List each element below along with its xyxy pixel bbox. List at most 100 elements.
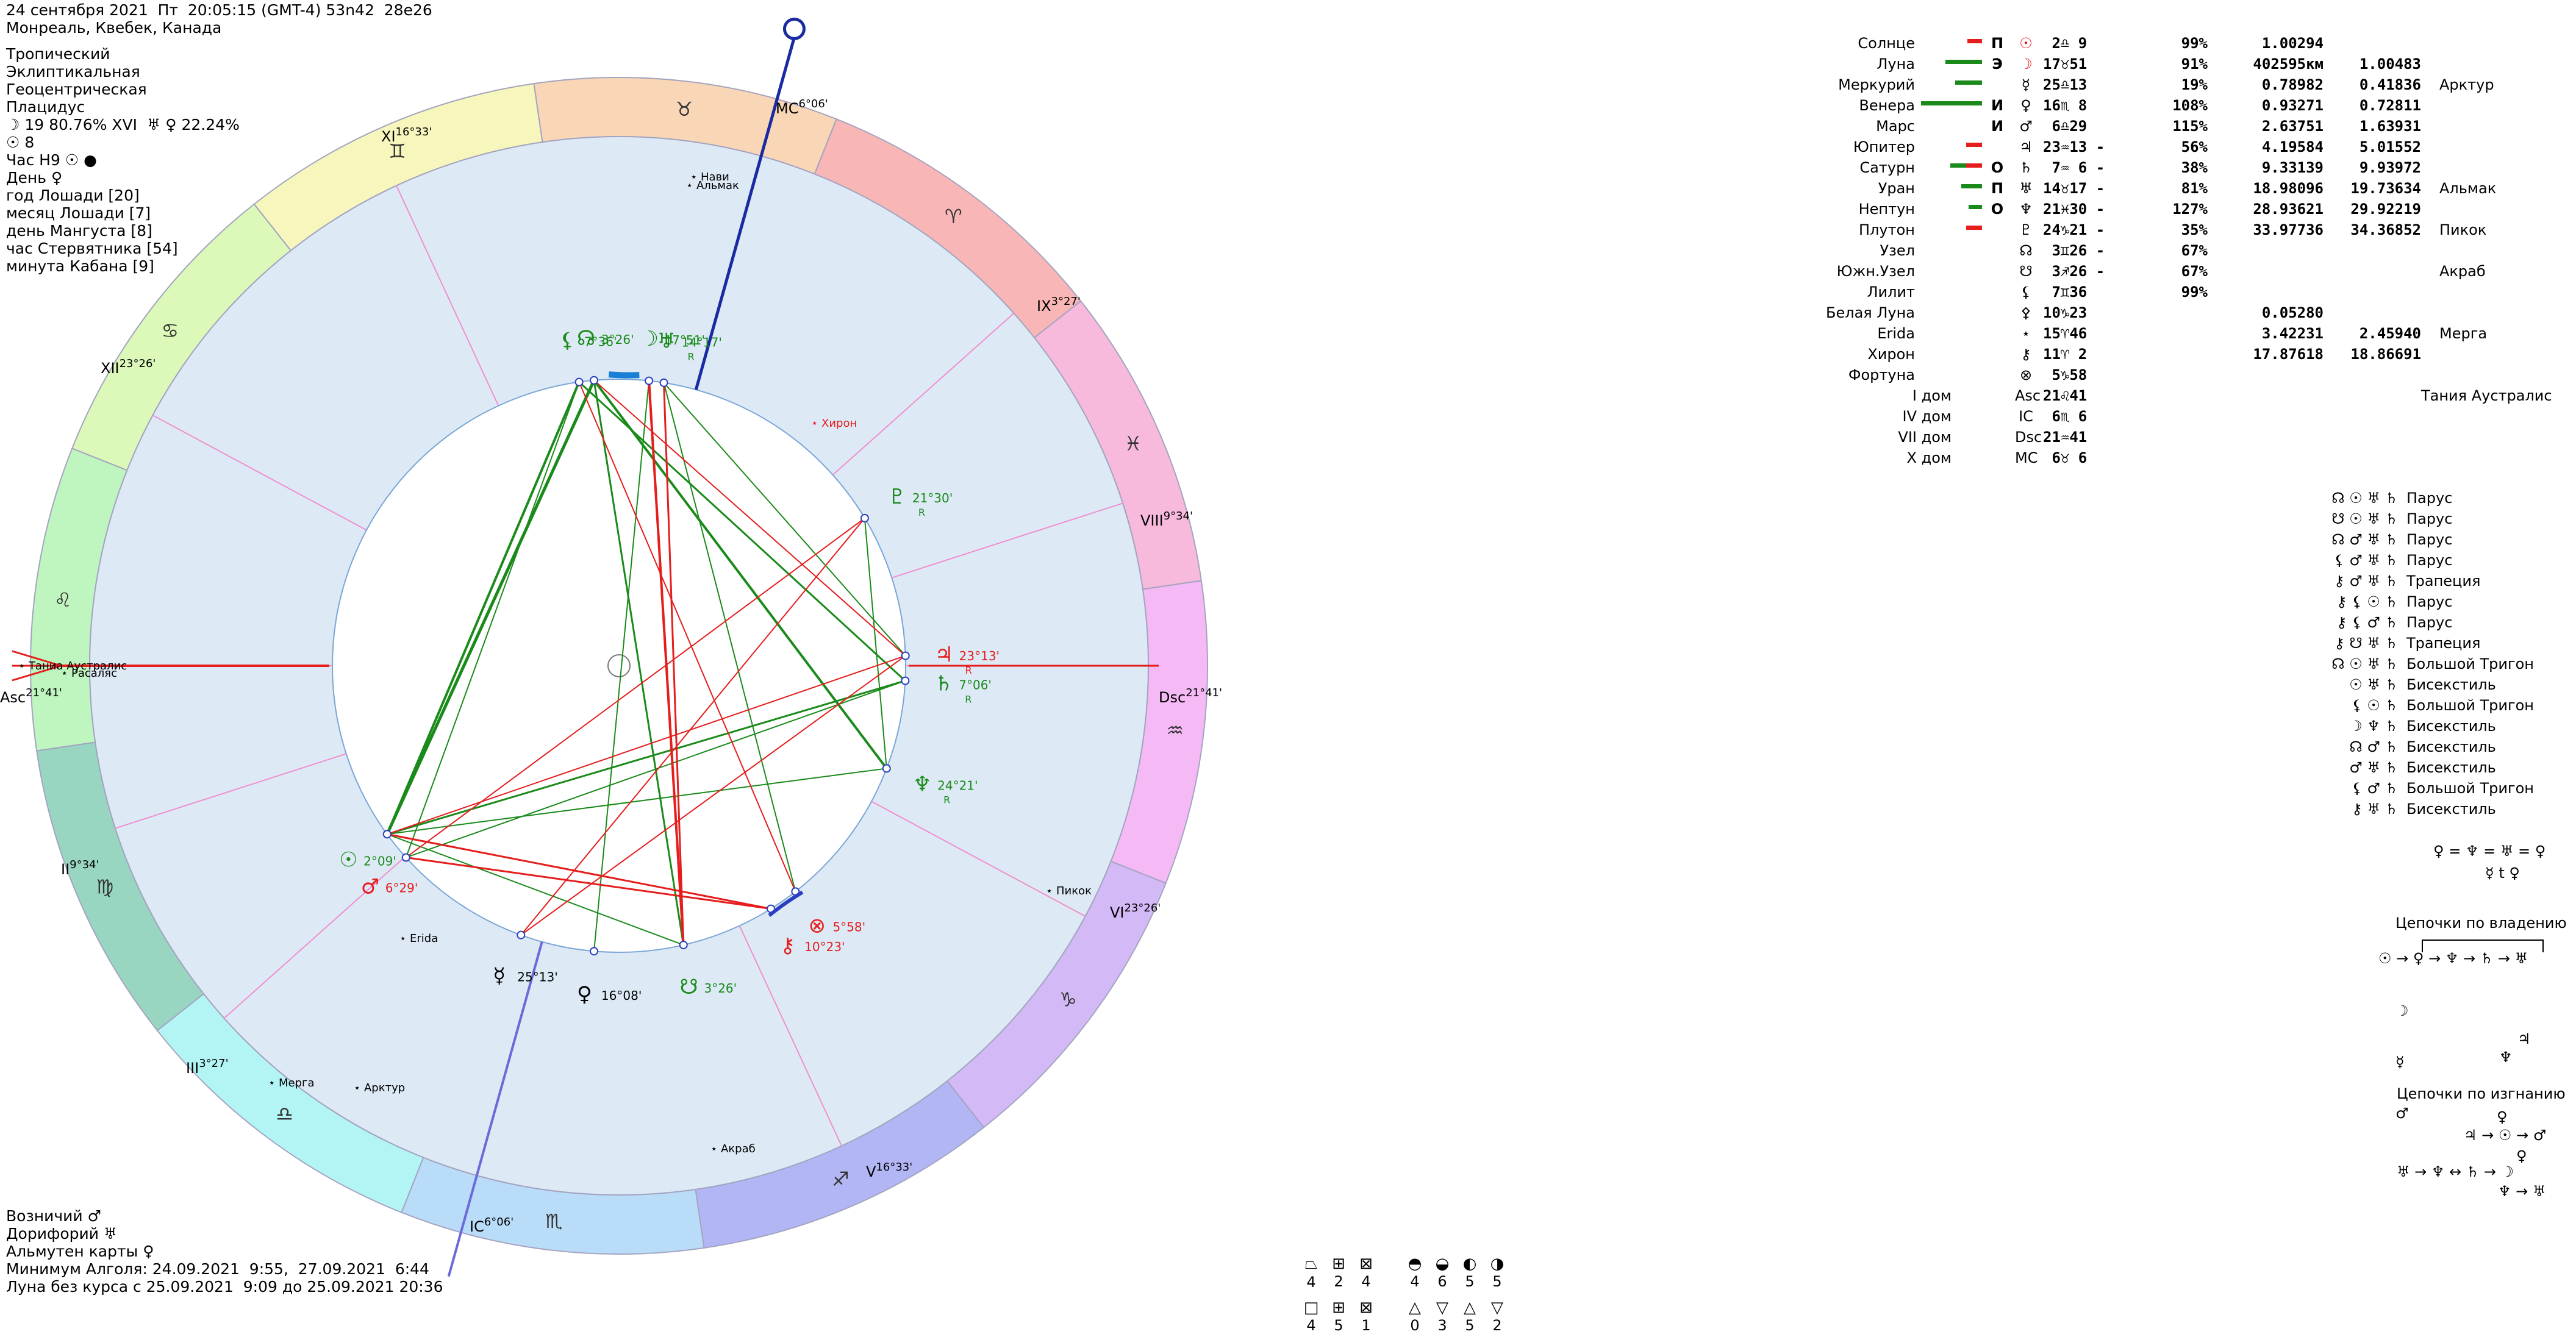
configuration-name: Бисекстиль: [2406, 800, 2496, 818]
day-animal: день Мангуста [8]: [6, 222, 152, 240]
planet-position: 11♈ 2: [2043, 346, 2088, 363]
cusp-degree: 3°27': [199, 1057, 228, 1070]
mc-axis: [694, 37, 796, 390]
aspect-line: [385, 381, 581, 835]
configuration-row: ⚷ ⚸ ☉ ♄ Парус: [2311, 591, 2534, 612]
house-name: X дом: [1906, 449, 1952, 466]
configuration-row: ☉ ♅ ♄ Бисекстиль: [2311, 674, 2534, 695]
planet-name: Лилит: [1867, 283, 1915, 301]
chart-datetime: 24 сентября 2021 Пт 20:05:15 (GMT-4) 53n…: [6, 1, 432, 19]
planet-name: Южн.Узел: [1836, 263, 1915, 280]
shape-icon: ◑: [1490, 1255, 1504, 1273]
planet-distance-1: 4.19584: [2261, 138, 2324, 155]
planet-percent: 99%: [2181, 283, 2208, 301]
planet-name: Меркурий: [1838, 76, 1915, 93]
house-glyph: Asc: [2015, 387, 2041, 404]
house-cusp-line: [223, 856, 406, 1019]
exile-row3: ♆ → ♅: [2498, 1183, 2546, 1200]
almuten: Альмутен карты ♀: [6, 1243, 154, 1260]
planet-position: 25♎13: [2043, 76, 2088, 93]
zodiac-sign-glyph: ♑: [1059, 988, 1077, 1011]
shape-icon: ▽: [1491, 1299, 1503, 1317]
shape-stat: ◑ 5: [1484, 1255, 1511, 1290]
aspect-line: [387, 680, 906, 835]
fixed-star-label: ⋆ Нави: [690, 171, 729, 184]
house-star: Тания Аустралис: [2421, 387, 2552, 404]
planet-state: П: [1991, 35, 2004, 52]
cusp-degree: 16°33': [396, 126, 432, 138]
planet-star: Пикок: [2439, 221, 2487, 238]
configuration-name: Бисекстиль: [2406, 676, 2496, 693]
asc-arrow-icon: [12, 650, 65, 682]
chart-place: Монреаль, Квебек, Канада: [6, 19, 222, 37]
house-glyph: MC: [2015, 449, 2038, 466]
planet-name: Марс: [1876, 118, 1915, 135]
shape-stat: ▽ 2: [1484, 1299, 1511, 1334]
configuration-glyphs: ⚸ ☉ ♄: [2352, 697, 2398, 714]
configuration-row: ⚷ ⚸ ♂ ♄ Парус: [2311, 612, 2534, 633]
uranus-icon: ♅: [657, 329, 675, 354]
planet-glyph-icon: ⚷: [2020, 346, 2031, 363]
venus-dot: [590, 947, 599, 956]
cusp-degree: 23°26': [120, 357, 156, 370]
configuration-name: Бисекстиль: [2406, 718, 2496, 735]
configuration-glyphs: ⚸ ♂ ♅ ♄: [2333, 552, 2398, 569]
shape-icon: ▽: [1436, 1299, 1448, 1317]
chart-axes: [12, 17, 1159, 1277]
planet-table: Солнце П ☉ 2♎ 9 99% 1.00294 Луна Э ☽ 17♉51 91% 402…: [1805, 33, 2574, 468]
configuration-row: ☋ ☉ ♅ ♄ Парус: [2311, 508, 2534, 529]
house-name: IV дом: [1902, 408, 1952, 425]
shape-count: 6: [1437, 1273, 1447, 1290]
neptune-retro: R: [943, 794, 950, 806]
venus-icon: ♀: [577, 982, 592, 1007]
dignity-bar: [1969, 205, 1982, 209]
shape-icon: ⊠: [1359, 1255, 1373, 1273]
fixed-stars: ⋆ Хирон ⋆ Пикок ⋆ Акраб ⋆ Мерга ⋆ Арктур ⋆ Er…: [18, 171, 1092, 1155]
shape-count: 2: [1334, 1273, 1343, 1290]
aspect-configurations: ☊ ☉ ♅ ♄ Парус ☋ ☉ ♅ ♄ Парус ☊ ♂ ♅ ♄ Парус ⚸ ♂ …: [2311, 488, 2534, 819]
configuration-glyphs: ⚷ ⚸ ♂ ♄: [2336, 614, 2398, 631]
house-position: 6♏ 6: [2043, 408, 2088, 425]
planet-row: Венера И ♀ 16♏ 8 108% 0.93271 0.72811: [1805, 95, 2574, 116]
house-cusp-line: [832, 313, 1015, 476]
zodiac-sign-glyph: ♍: [96, 875, 114, 898]
zodiac-sign-glyph: ♊: [388, 140, 406, 163]
mercury-degree: 25°13': [517, 969, 557, 984]
planet-row: Плутон ♇ 24♑21 - 35% 33.97736 34.36852 Пикок: [1805, 219, 2574, 240]
planet-position: 16♏ 8: [2043, 97, 2088, 114]
planet-percent: 56%: [2181, 138, 2208, 155]
planet-row: Юпитер ♃ 23♒13 - 56% 4.19584 5.01552: [1805, 137, 2574, 157]
planetary-day: День ♀: [6, 169, 63, 187]
void-of-course-moon: Луна без курса с 25.09.2021 9:09 до 25.0…: [6, 1278, 443, 1296]
planet-glyph-icon: ☽: [2019, 55, 2033, 73]
cusp-degree: 21°41': [26, 686, 62, 699]
shape-stat: ◒ 6: [1429, 1255, 1456, 1290]
planet-position: 3♐26 -: [2043, 263, 2105, 280]
house-cusp-line: [152, 415, 367, 531]
shape-count: 5: [1334, 1317, 1343, 1334]
planet-position: 21♓30 -: [2043, 201, 2105, 218]
month-animal: месяц Лошади [7]: [6, 204, 151, 222]
rulership-right2: ♆: [2499, 1049, 2513, 1066]
dignity-bar: [1966, 143, 1982, 147]
configuration-name: Трапеция: [2406, 572, 2481, 590]
house-system: Плацидус: [6, 98, 85, 116]
mercury-icon: ☿: [493, 963, 506, 988]
cusp-degree: 16°33': [876, 1161, 912, 1174]
hour-animal: час Стервятника [54]: [6, 240, 178, 257]
zodiac-sign-glyph: ♉: [675, 98, 693, 121]
shape-icon: △: [1409, 1299, 1421, 1317]
planet-glyph-icon: ♅: [2019, 180, 2033, 197]
shape-icon: ◐: [1462, 1255, 1477, 1273]
planet-glyph-icon: ⋆: [2021, 325, 2031, 342]
year-animal: год Лошади [20]: [6, 187, 140, 204]
planet-star: Альмак: [2439, 180, 2497, 197]
planet-name: Нептун: [1858, 201, 1915, 218]
mars-degree: 6°29': [385, 880, 418, 895]
exile-row2b: ♀: [2516, 1147, 2527, 1164]
configuration-glyphs: ☊ ☉ ♅ ♄: [2331, 655, 2398, 672]
aspect-line: [663, 382, 685, 946]
planet-distance-2: 5.01552: [2359, 138, 2421, 155]
planet-distance-1: 3.42231: [2261, 325, 2324, 342]
center-type: Геоцентрическая: [6, 80, 147, 98]
